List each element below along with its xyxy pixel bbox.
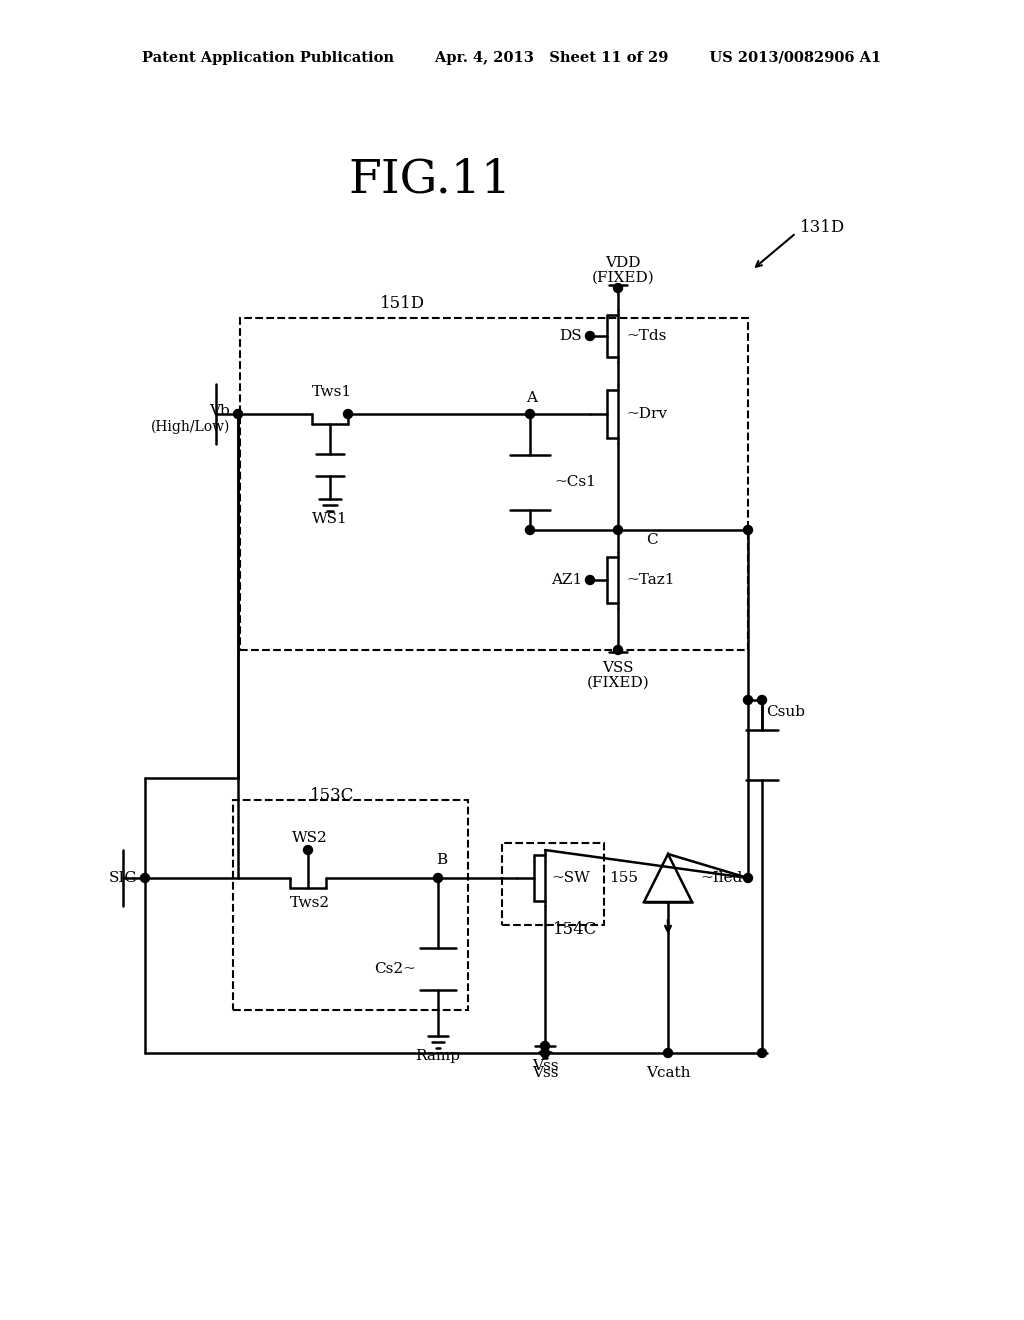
Text: C: C (646, 533, 657, 546)
Text: A: A (526, 391, 538, 405)
Text: Vss: Vss (531, 1067, 558, 1080)
Text: ~Tds: ~Tds (626, 329, 667, 343)
Text: WS2: WS2 (292, 832, 328, 845)
Text: (High/Low): (High/Low) (151, 420, 230, 434)
Text: Tws2: Tws2 (290, 896, 330, 909)
Bar (240, 318, 748, 649)
Bar (233, 800, 468, 1010)
Text: Cs2~: Cs2~ (374, 962, 416, 975)
Circle shape (743, 525, 753, 535)
Circle shape (525, 409, 535, 418)
Text: ~SW: ~SW (551, 871, 590, 884)
Text: Csub: Csub (766, 705, 805, 719)
Bar (502, 843, 604, 925)
Circle shape (586, 331, 595, 341)
Text: WS1: WS1 (312, 512, 348, 525)
Text: DS: DS (559, 329, 582, 343)
Circle shape (433, 874, 442, 883)
Text: Ramp: Ramp (416, 1049, 461, 1063)
Circle shape (541, 1048, 550, 1057)
Text: 153C: 153C (310, 787, 354, 804)
Text: Tws1: Tws1 (312, 385, 352, 399)
Text: 154C: 154C (553, 921, 597, 939)
Text: AZ1: AZ1 (551, 573, 582, 587)
Circle shape (743, 874, 753, 883)
Text: FIG.11: FIG.11 (348, 157, 512, 203)
Circle shape (613, 525, 623, 535)
Circle shape (586, 576, 595, 585)
Circle shape (613, 284, 623, 293)
Text: ~Cs1: ~Cs1 (554, 475, 596, 488)
Text: 155: 155 (609, 871, 638, 884)
Circle shape (140, 874, 150, 883)
Text: ~Taz1: ~Taz1 (626, 573, 675, 587)
Text: VDD: VDD (605, 256, 641, 271)
Circle shape (758, 696, 767, 705)
Text: Vcath: Vcath (646, 1067, 690, 1080)
Text: B: B (436, 853, 447, 867)
Circle shape (758, 1048, 767, 1057)
Circle shape (303, 846, 312, 854)
Text: (FIXED): (FIXED) (587, 676, 649, 690)
Text: 131D: 131D (800, 219, 845, 236)
Text: SIG: SIG (109, 871, 137, 884)
Text: Vb: Vb (209, 404, 230, 418)
Text: Patent Application Publication        Apr. 4, 2013   Sheet 11 of 29        US 20: Patent Application Publication Apr. 4, 2… (142, 51, 882, 65)
Circle shape (233, 409, 243, 418)
Circle shape (343, 409, 352, 418)
Text: Vss: Vss (531, 1059, 558, 1073)
Circle shape (541, 1041, 550, 1051)
Text: VSS: VSS (602, 661, 634, 675)
Circle shape (664, 1048, 673, 1057)
Text: ~Drv: ~Drv (626, 407, 667, 421)
Circle shape (525, 525, 535, 535)
Text: 151D: 151D (380, 294, 425, 312)
Circle shape (743, 696, 753, 705)
Circle shape (613, 645, 623, 655)
Text: ~Iled: ~Iled (700, 871, 742, 884)
Text: (FIXED): (FIXED) (592, 271, 654, 285)
